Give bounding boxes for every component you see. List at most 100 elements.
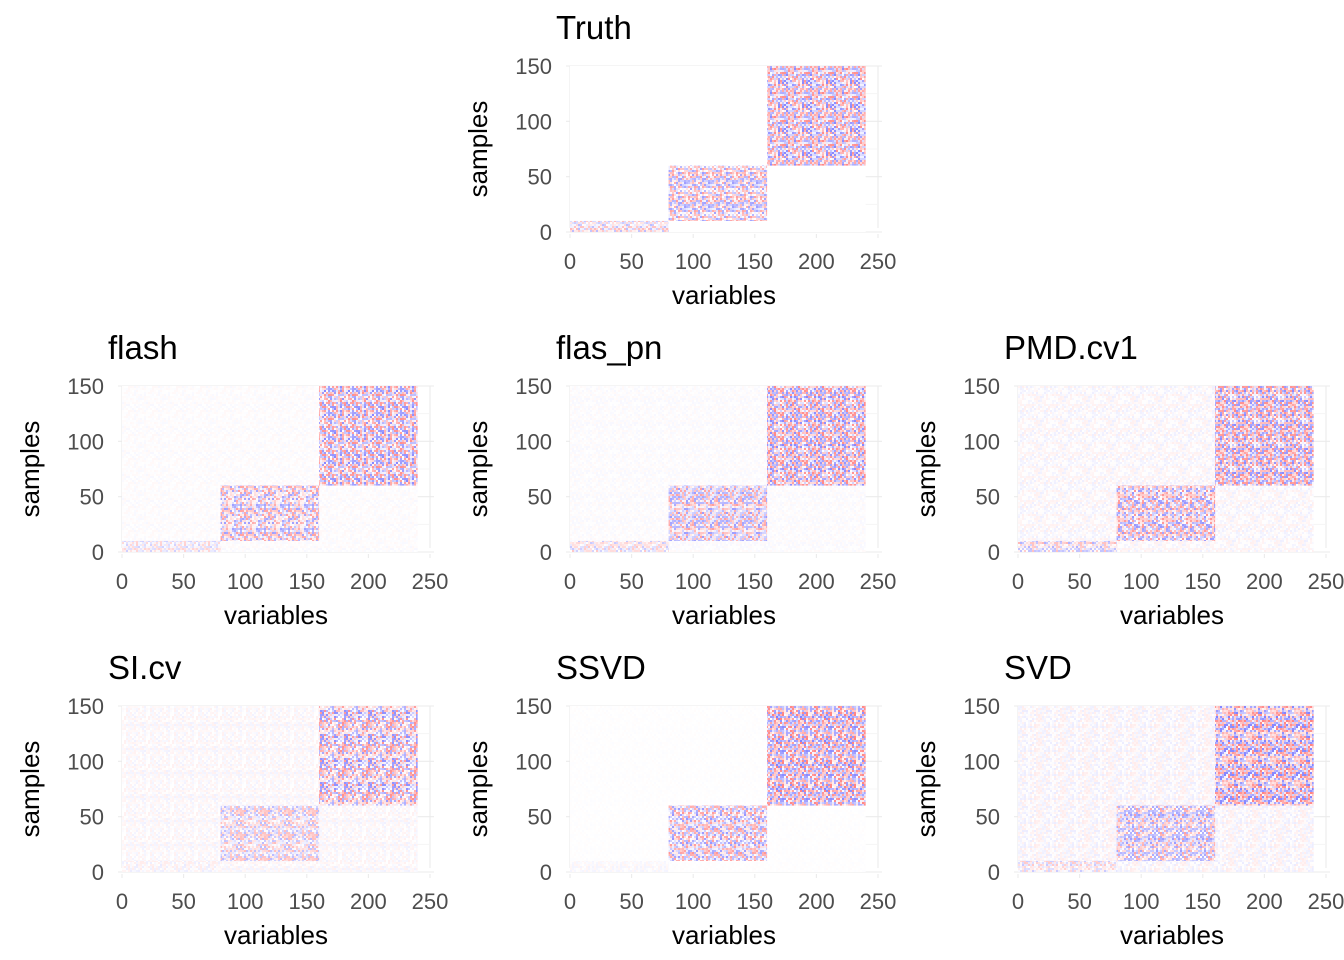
x-tick-label: 50: [171, 569, 195, 594]
x-tick-label: 100: [675, 569, 712, 594]
x-tick-label: 50: [619, 249, 643, 274]
y-tick-label: 0: [540, 220, 552, 245]
panel-title: SSVD: [556, 649, 646, 686]
y-tick-label: 150: [515, 374, 552, 399]
x-tick-label: 100: [675, 889, 712, 914]
x-tick-label: 0: [1012, 569, 1024, 594]
x-tick-label: 200: [350, 569, 387, 594]
heatmap-block: [1215, 706, 1314, 806]
heatmap-block: [1116, 485, 1216, 541]
y-tick-label: 100: [515, 749, 552, 774]
y-axis-label: samples: [911, 741, 941, 838]
x-tick-label: 150: [736, 569, 773, 594]
x-tick-label: 100: [1123, 569, 1160, 594]
y-tick-label: 150: [515, 694, 552, 719]
y-tick-label: 150: [963, 694, 1000, 719]
x-tick-label: 50: [171, 889, 195, 914]
x-tick-label: 50: [619, 569, 643, 594]
panel-7: 0 50 100 150 200 250 0 50 100 150 variables samples…: [911, 649, 1344, 950]
y-tick-label: 0: [540, 540, 552, 565]
panel-5: 0 50 100 150 200 250 0 50 100 150 variables samples…: [15, 649, 448, 950]
x-tick-label: 250: [860, 889, 897, 914]
y-axis-label: samples: [463, 101, 493, 198]
x-tick-label: 150: [288, 889, 325, 914]
x-tick-label: 150: [1184, 889, 1221, 914]
x-tick-label: 250: [860, 249, 897, 274]
panel-title: flas_pn: [556, 329, 662, 366]
y-tick-label: 100: [67, 749, 104, 774]
heatmap-block: [570, 540, 669, 552]
y-tick-label: 100: [963, 749, 1000, 774]
heatmap-block: [668, 485, 768, 541]
y-tick-label: 0: [92, 540, 104, 565]
x-tick-label: 250: [1308, 569, 1344, 594]
y-tick-label: 50: [976, 805, 1000, 830]
heatmap-block: [668, 165, 768, 221]
x-tick-label: 200: [1246, 569, 1283, 594]
x-axis-label: variables: [1120, 920, 1224, 950]
x-tick-label: 150: [736, 249, 773, 274]
y-axis-label: samples: [463, 741, 493, 838]
heatmap-block: [1116, 805, 1216, 861]
x-tick-label: 0: [1012, 889, 1024, 914]
y-tick-label: 150: [67, 374, 104, 399]
heatmap-block: [767, 66, 866, 166]
x-tick-label: 0: [564, 249, 576, 274]
heatmap-block: [767, 386, 866, 486]
heatmap-block: [1018, 860, 1117, 872]
heatmap-block: [319, 706, 418, 806]
x-tick-label: 50: [619, 889, 643, 914]
y-tick-label: 50: [80, 805, 104, 830]
y-tick-label: 0: [540, 860, 552, 885]
x-axis-label: variables: [672, 600, 776, 630]
y-tick-label: 100: [515, 429, 552, 454]
panel-6: 0 50 100 150 200 250 0 50 100 150 variables samples…: [463, 649, 896, 950]
x-tick-label: 100: [1123, 889, 1160, 914]
heatmap-block: [122, 860, 221, 872]
y-tick-label: 100: [963, 429, 1000, 454]
panel-title: Truth: [556, 9, 632, 46]
x-tick-label: 150: [288, 569, 325, 594]
panel-1: 0 50 100 150 200 250 0 50 100 150 variables samples…: [463, 9, 896, 310]
y-tick-label: 50: [528, 485, 552, 510]
x-tick-label: 0: [564, 889, 576, 914]
x-tick-label: 150: [736, 889, 773, 914]
heatmap-block: [1215, 386, 1314, 486]
y-tick-label: 0: [988, 860, 1000, 885]
x-tick-label: 100: [675, 249, 712, 274]
x-tick-label: 0: [116, 569, 128, 594]
panel-2: 0 50 100 150 200 250 0 50 100 150 variables samples…: [15, 329, 448, 630]
y-tick-label: 50: [528, 165, 552, 190]
panel-title: SI.cv: [108, 649, 182, 686]
panel-title: flash: [108, 329, 178, 366]
x-axis-label: variables: [672, 280, 776, 310]
panel-3: 0 50 100 150 200 250 0 50 100 150 variables samples…: [463, 329, 896, 630]
x-tick-label: 200: [350, 889, 387, 914]
y-tick-label: 0: [988, 540, 1000, 565]
y-tick-label: 150: [67, 694, 104, 719]
x-tick-label: 250: [860, 569, 897, 594]
heatmap-block: [570, 220, 669, 232]
heatmap-block: [1018, 540, 1117, 552]
x-tick-label: 100: [227, 889, 264, 914]
y-axis-label: samples: [463, 421, 493, 518]
x-tick-label: 50: [1067, 889, 1091, 914]
panel-4: 0 50 100 150 200 250 0 50 100 150 variables samples…: [911, 329, 1344, 630]
x-tick-label: 250: [412, 569, 449, 594]
y-axis-label: samples: [15, 421, 45, 518]
heatmap-block: [220, 805, 320, 861]
heatmap-block: [122, 540, 221, 552]
heatmap-block: [668, 805, 768, 861]
x-axis-label: variables: [224, 600, 328, 630]
heatmap-block: [220, 485, 320, 541]
x-tick-label: 250: [412, 889, 449, 914]
y-tick-label: 150: [963, 374, 1000, 399]
heatmap-block: [319, 386, 418, 486]
y-axis-label: samples: [15, 741, 45, 838]
x-tick-label: 200: [798, 569, 835, 594]
x-tick-label: 200: [798, 889, 835, 914]
x-tick-label: 200: [1246, 889, 1283, 914]
y-tick-label: 0: [92, 860, 104, 885]
x-tick-label: 150: [1184, 569, 1221, 594]
